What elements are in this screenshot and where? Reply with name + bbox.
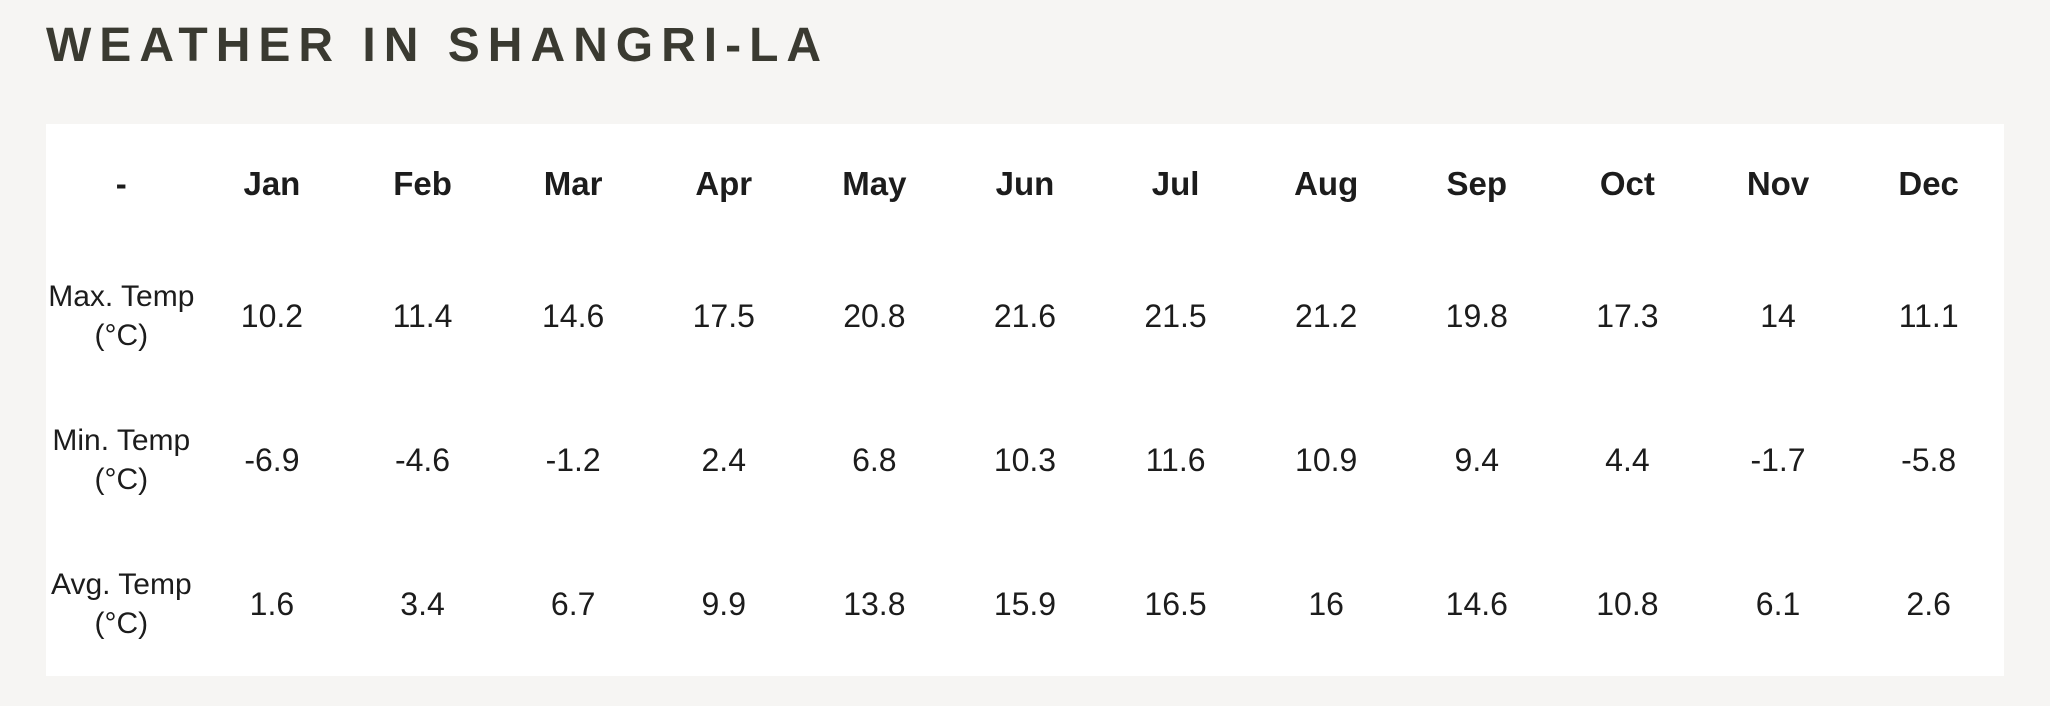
row-label-text: Min. Temp: [52, 424, 191, 457]
row-label-unit: (°C): [94, 319, 149, 352]
row-label: Max. Temp (°C): [46, 244, 197, 388]
value-cell: 10.8: [1596, 585, 1659, 622]
table-row: Min. Temp (°C) -6.9 -4.6 -1.2 2.4 6.8 10.3 11.6 1…: [46, 388, 2004, 532]
table-row: Avg. Temp (°C) 1.6 3.4 6.7 9.9 13.8 15.9 16.5 16 1…: [46, 532, 2004, 676]
month-header-dec: Dec: [1898, 165, 1959, 202]
corner-header: -: [115, 165, 127, 202]
month-header-jun: Jun: [995, 165, 1055, 202]
value-cell: 14.6: [1445, 585, 1508, 622]
month-header-oct: Oct: [1599, 165, 1655, 202]
weather-table-card: - Jan Feb Mar Apr May Jun Jul Aug Sep Oct Nov Dec M…: [46, 124, 2004, 676]
month-header-mar: Mar: [543, 165, 603, 202]
value-cell: 6.1: [1755, 585, 1801, 622]
value-cell: 1.6: [249, 585, 295, 622]
value-cell: 17.5: [692, 297, 755, 334]
month-header-feb: Feb: [393, 165, 452, 202]
value-cell: 15.9: [993, 585, 1057, 622]
value-cell: 6.8: [852, 441, 897, 478]
value-cell: 3.4: [400, 585, 445, 622]
table-body: Max. Temp (°C) 10.2 11.4 14.6 17.5 20.8 21.6 21.…: [46, 244, 2004, 676]
value-cell: 11.6: [1145, 441, 1206, 478]
row-label: Min. Temp (°C): [46, 388, 197, 532]
value-cell: 21.6: [993, 297, 1057, 334]
month-header-apr: Apr: [695, 165, 753, 202]
month-header-jul: Jul: [1151, 165, 1200, 202]
weather-table: - Jan Feb Mar Apr May Jun Jul Aug Sep Oct Nov Dec M…: [46, 124, 2004, 676]
value-cell: -1.7: [1750, 441, 1806, 478]
value-cell: 13.8: [843, 585, 906, 622]
month-header-jan: Jan: [243, 165, 301, 202]
value-cell: 4.4: [1605, 441, 1650, 478]
value-cell: 2.4: [701, 441, 746, 478]
month-header-may: May: [842, 165, 907, 202]
value-cell: 9.9: [701, 585, 746, 622]
table-row: Max. Temp (°C) 10.2 11.4 14.6 17.5 20.8 21.6 21.…: [46, 244, 2004, 388]
month-header-sep: Sep: [1446, 165, 1508, 202]
value-cell: -1.2: [545, 441, 601, 478]
value-cell: -5.8: [1901, 441, 1957, 478]
value-cell: 14: [1760, 297, 1796, 334]
value-cell: 10.2: [240, 297, 304, 334]
value-cell: 20.8: [843, 297, 906, 334]
table-header-row: - Jan Feb Mar Apr May Jun Jul Aug Sep Oct Nov Dec: [46, 124, 2004, 244]
value-cell: 14.6: [541, 297, 605, 334]
value-cell: 21.2: [1295, 297, 1358, 334]
value-cell: 2.6: [1906, 585, 1951, 622]
value-cell: -6.9: [244, 441, 300, 478]
row-label-text: Max. Temp: [48, 280, 195, 313]
value-cell: 16: [1308, 585, 1344, 622]
value-cell: 6.7: [550, 585, 596, 622]
value-cell: 19.8: [1445, 297, 1508, 334]
page-title: WEATHER IN SHANGRI-LA: [46, 19, 830, 72]
value-cell: 9.4: [1454, 441, 1500, 478]
row-label-text: Avg. Temp: [50, 568, 192, 601]
value-cell: 10.9: [1295, 441, 1358, 478]
row-label-unit: (°C): [94, 607, 149, 640]
value-cell: 16.5: [1144, 585, 1207, 622]
value-cell: 10.3: [993, 441, 1057, 478]
value-cell: 11.1: [1898, 297, 1959, 334]
value-cell: 21.5: [1144, 297, 1207, 334]
month-header-aug: Aug: [1294, 165, 1359, 202]
month-header-nov: Nov: [1746, 165, 1810, 202]
value-cell: -4.6: [394, 441, 451, 478]
value-cell: 11.4: [392, 297, 453, 334]
row-label: Avg. Temp (°C): [46, 532, 197, 676]
value-cell: 17.3: [1596, 297, 1659, 334]
row-label-unit: (°C): [94, 463, 149, 496]
